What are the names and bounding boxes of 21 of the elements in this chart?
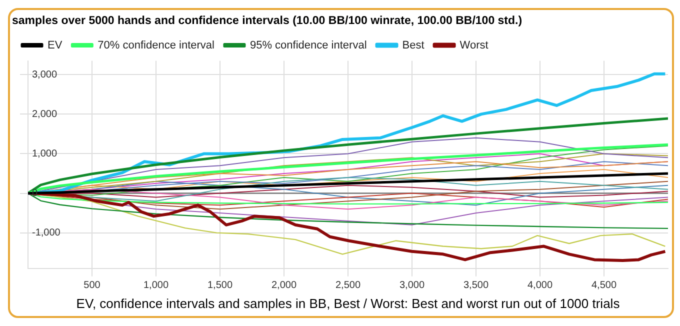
x-tick-label: 3,500 xyxy=(463,280,489,292)
y-tick-label: 3,000 xyxy=(32,69,58,80)
legend-label: EV xyxy=(48,39,63,52)
x-tick-label: 1,000 xyxy=(143,280,169,292)
x-tick-label: 4,000 xyxy=(527,280,553,292)
legend-label: 95% confidence interval xyxy=(250,39,367,52)
x-tick-label: 2,000 xyxy=(271,280,297,292)
y-tick-label: 1,000 xyxy=(32,148,58,160)
legend-label: 70% confidence interval xyxy=(98,39,214,52)
y-tick-label: 0 xyxy=(32,188,38,200)
x-tick-label: 2,500 xyxy=(335,280,361,292)
x-axis-title: EV, confidence intervals and samples in BB, Best / Worst: Best and worst run out of 1000 trials xyxy=(76,296,620,311)
x-tick-label: 3,000 xyxy=(399,280,425,292)
x-tick-label: 4,500 xyxy=(591,280,617,292)
x-tick-label: 1,500 xyxy=(207,280,233,292)
y-tick-label: -1,000 xyxy=(32,228,61,239)
x-tick-label: 500 xyxy=(84,280,101,292)
y-tick-label: 2,000 xyxy=(32,108,58,120)
legend-label: Worst xyxy=(460,39,488,52)
chart-title: samples over 5000 hands and confidence intervals (10.00 BB/100 winrate, 100.00 BB/100 std.) xyxy=(12,15,522,28)
legend-label: Best xyxy=(402,39,424,52)
